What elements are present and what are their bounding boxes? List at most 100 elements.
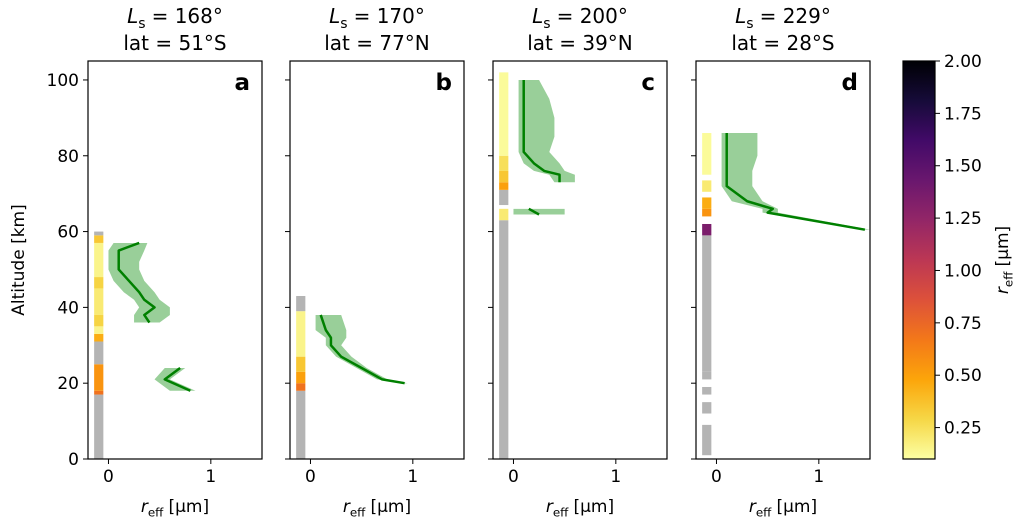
retrieval-cell: [702, 197, 712, 209]
text: = 200°: [557, 4, 628, 28]
retrieval-cell: [499, 182, 509, 190]
colorbar-label: reff [µm]: [993, 226, 1015, 294]
x-axis-label: reff [µm]: [749, 497, 817, 519]
retrieval-cell: [296, 371, 306, 384]
retrieval-cell: [499, 189, 509, 206]
retrieval-cell: [296, 383, 306, 391]
x-tick-label: 0: [103, 467, 114, 487]
panel: 0 1 c: [488, 60, 668, 487]
subscript: s: [340, 16, 347, 32]
retrieval-cell: [499, 72, 509, 156]
symbol: L: [329, 4, 340, 28]
colorbar-tick-label: 0.75: [944, 314, 982, 334]
retrieval-cell: [94, 341, 104, 365]
retrieval-cell: [296, 356, 306, 372]
subscript: s: [746, 16, 753, 32]
x-tick-label: 1: [205, 467, 216, 487]
retrieval-cell: [702, 402, 712, 414]
axes-frame: [695, 60, 871, 460]
subscript: eff: [553, 505, 569, 519]
retrieval-cell: [702, 133, 712, 175]
subscript: eff: [350, 505, 366, 519]
axes-frame: [492, 60, 668, 460]
panel-subtitle: lat = 51°S: [123, 31, 226, 55]
x-axis-label: reff [µm]: [546, 497, 614, 519]
x-tick-label: 1: [407, 467, 418, 487]
colorbar-tick-label: 1.00: [944, 261, 982, 281]
retrieval-cell: [296, 390, 306, 459]
text: [µm]: [993, 226, 1013, 267]
panel: 0 20 40 60 80 100 0 1 a: [47, 60, 263, 487]
symbol: L: [127, 4, 138, 28]
text: = 170°: [354, 4, 425, 28]
retrieval-cell: [499, 208, 509, 221]
y-tick-label: 100: [47, 71, 79, 91]
text: [µm]: [776, 497, 817, 517]
text: [µm]: [168, 497, 209, 517]
panel-subtitle: lat = 39°N: [527, 31, 633, 55]
y-tick-label: 80: [57, 147, 79, 167]
colorbar-tick-label: 0.25: [944, 419, 982, 439]
retrieval-cell: [94, 242, 104, 278]
retrieval-cell: [702, 386, 712, 395]
uncertainty-band: [315, 314, 408, 384]
retrieval-cell: [702, 235, 712, 372]
y-tick-label: 40: [57, 298, 79, 318]
panel: 0 1 b: [285, 60, 465, 487]
profile-line: [117, 241, 191, 392]
retrieval-cell: [702, 208, 712, 217]
panel-label: d: [842, 70, 858, 96]
text: = 229°: [760, 4, 831, 28]
x-tick-label: 1: [610, 467, 621, 487]
panel-title: Ls = 168°: [127, 4, 223, 32]
x-tick-label: 0: [305, 467, 316, 487]
text: [µm]: [370, 497, 411, 517]
panel-subtitle: lat = 28°S: [731, 31, 834, 55]
panel-label: b: [436, 70, 452, 96]
retrieval-cell: [94, 394, 104, 459]
subscript: eff: [148, 505, 164, 519]
retrieval-cell: [94, 314, 104, 327]
retrieval-cell: [702, 223, 712, 236]
subscript: s: [543, 16, 550, 32]
y-tick-label: 0: [68, 450, 79, 470]
retrieval-cell: [499, 155, 509, 171]
retrieval-cell: [94, 277, 104, 289]
colorbar: [902, 60, 936, 460]
subscript: eff: [1001, 271, 1015, 287]
panel: 0 1 d: [691, 60, 871, 487]
retrieval-cell: [94, 231, 104, 236]
symbol: r: [141, 497, 149, 517]
panel-title: Ls = 200°: [532, 4, 628, 32]
symbol: r: [546, 497, 554, 517]
retrieval-cell: [94, 288, 104, 315]
retrieval-cell: [94, 235, 104, 243]
y-axis-label: Altitude [km]: [9, 204, 29, 316]
uncertainty-band: [108, 242, 196, 391]
panel-label: a: [234, 70, 250, 96]
x-axis-label: reff [µm]: [141, 497, 209, 519]
panel-title: Ls = 170°: [329, 4, 425, 32]
subscript: s: [138, 16, 145, 32]
profile-line: [522, 79, 561, 216]
retrieval-cell: [702, 180, 712, 192]
x-axis-label: reff [µm]: [343, 497, 411, 519]
retrieval-cell: [702, 371, 712, 380]
uncertainty-band: [721, 133, 870, 230]
symbol: r: [993, 286, 1013, 294]
x-tick-label: 0: [711, 467, 722, 487]
symbol: r: [749, 497, 757, 517]
retrieval-cell: [499, 220, 509, 459]
profile-line: [725, 133, 866, 231]
panel-title: Ls = 229°: [735, 4, 831, 32]
colorbar-tick-label: 0.50: [944, 366, 982, 386]
colorbar-tick-label: 2.00: [944, 52, 982, 72]
y-tick-label: 20: [57, 374, 79, 394]
retrieval-cell: [702, 424, 712, 456]
x-tick-label: 0: [508, 467, 519, 487]
panel-subtitle: lat = 77°N: [324, 31, 430, 55]
subscript: eff: [756, 505, 772, 519]
symbol: L: [735, 4, 746, 28]
retrieval-cell: [94, 364, 104, 391]
